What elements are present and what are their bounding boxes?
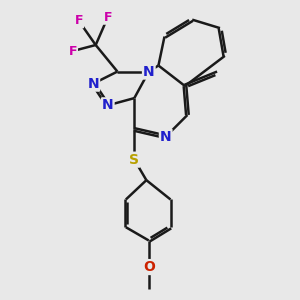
Text: F: F xyxy=(103,11,112,24)
Text: N: N xyxy=(143,64,154,79)
Text: N: N xyxy=(160,130,172,144)
Text: F: F xyxy=(75,14,83,27)
Text: N: N xyxy=(102,98,114,112)
Text: F: F xyxy=(68,44,77,58)
Text: N: N xyxy=(88,76,99,91)
Text: O: O xyxy=(143,260,155,274)
Text: S: S xyxy=(129,153,139,167)
